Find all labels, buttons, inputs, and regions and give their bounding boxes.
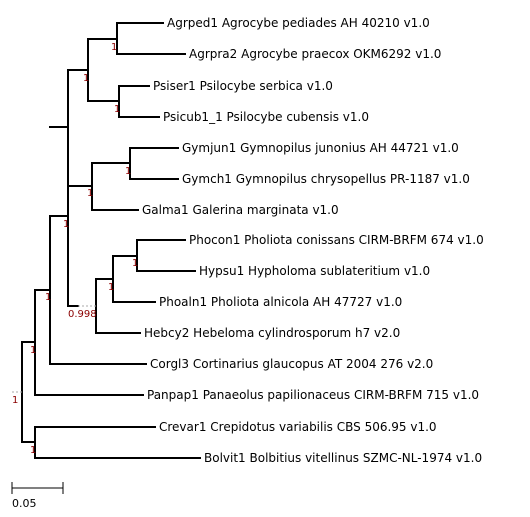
support-value: 1 — [108, 282, 114, 293]
leaf-label: Bolvit1 Bolbitius vitellinus SZMC-NL-197… — [204, 451, 482, 465]
leaf-label: Corgl3 Cortinarius glaucopus AT 2004 276… — [150, 357, 433, 371]
leaf-label: Phoaln1 Pholiota alnicola AH 47727 v1.0 — [159, 295, 402, 309]
leaf-label: Hebcy2 Hebeloma cylindrosporum h7 v2.0 — [144, 326, 400, 340]
leaf-label: Gymch1 Gymnopilus chrysopellus PR-1187 v… — [182, 172, 470, 186]
leaf-label: Phocon1 Pholiota conissans CIRM-BRFM 674… — [189, 233, 484, 247]
support-value: 1 — [111, 42, 117, 53]
support-value: 1 — [83, 73, 89, 84]
leaf-label: Hypsu1 Hypholoma sublateritium v1.0 — [199, 264, 430, 278]
support-value: 1 — [12, 395, 18, 406]
leaf-label: Agrped1 Agrocybe pediades AH 40210 v1.0 — [167, 16, 430, 30]
leaf-label: Psiser1 Psilocybe serbica v1.0 — [153, 79, 333, 93]
support-value: 0.998 — [68, 309, 97, 320]
leaf-label: Psicub1_1 Psilocybe cubensis v1.0 — [163, 110, 369, 124]
leaf-labels: Agrped1 Agrocybe pediades AH 40210 v1.0 … — [142, 16, 484, 465]
support-value: 1 — [125, 166, 131, 177]
support-value: 1 — [87, 188, 93, 199]
leaf-label: Galma1 Galerina marginata v1.0 — [142, 203, 339, 217]
support-value: 1 — [132, 258, 138, 269]
leaf-label: Agrpra2 Agrocybe praecox OKM6292 v1.0 — [189, 47, 441, 61]
leaf-label: Crevar1 Crepidotus variabilis CBS 506.95… — [159, 420, 437, 434]
leaf-label: Gymjun1 Gymnopilus junonius AH 44721 v1.… — [182, 141, 459, 155]
scale-bar-label: 0.05 — [12, 497, 37, 510]
support-value: 1 — [114, 104, 120, 115]
leaf-label: Panpap1 Panaeolus papilionaceus CIRM-BRF… — [147, 388, 479, 402]
support-value: 1 — [63, 219, 69, 230]
scale-bar: 0.05 — [11, 482, 64, 510]
tree-branches — [12, 22, 201, 459]
support-value: 1 — [30, 345, 36, 356]
support-value: 1 — [30, 445, 36, 456]
support-values: 1 1 1 1 1 1 1 1 1 0.998 1 1 1 1 — [12, 42, 138, 456]
support-value: 1 — [45, 292, 51, 303]
